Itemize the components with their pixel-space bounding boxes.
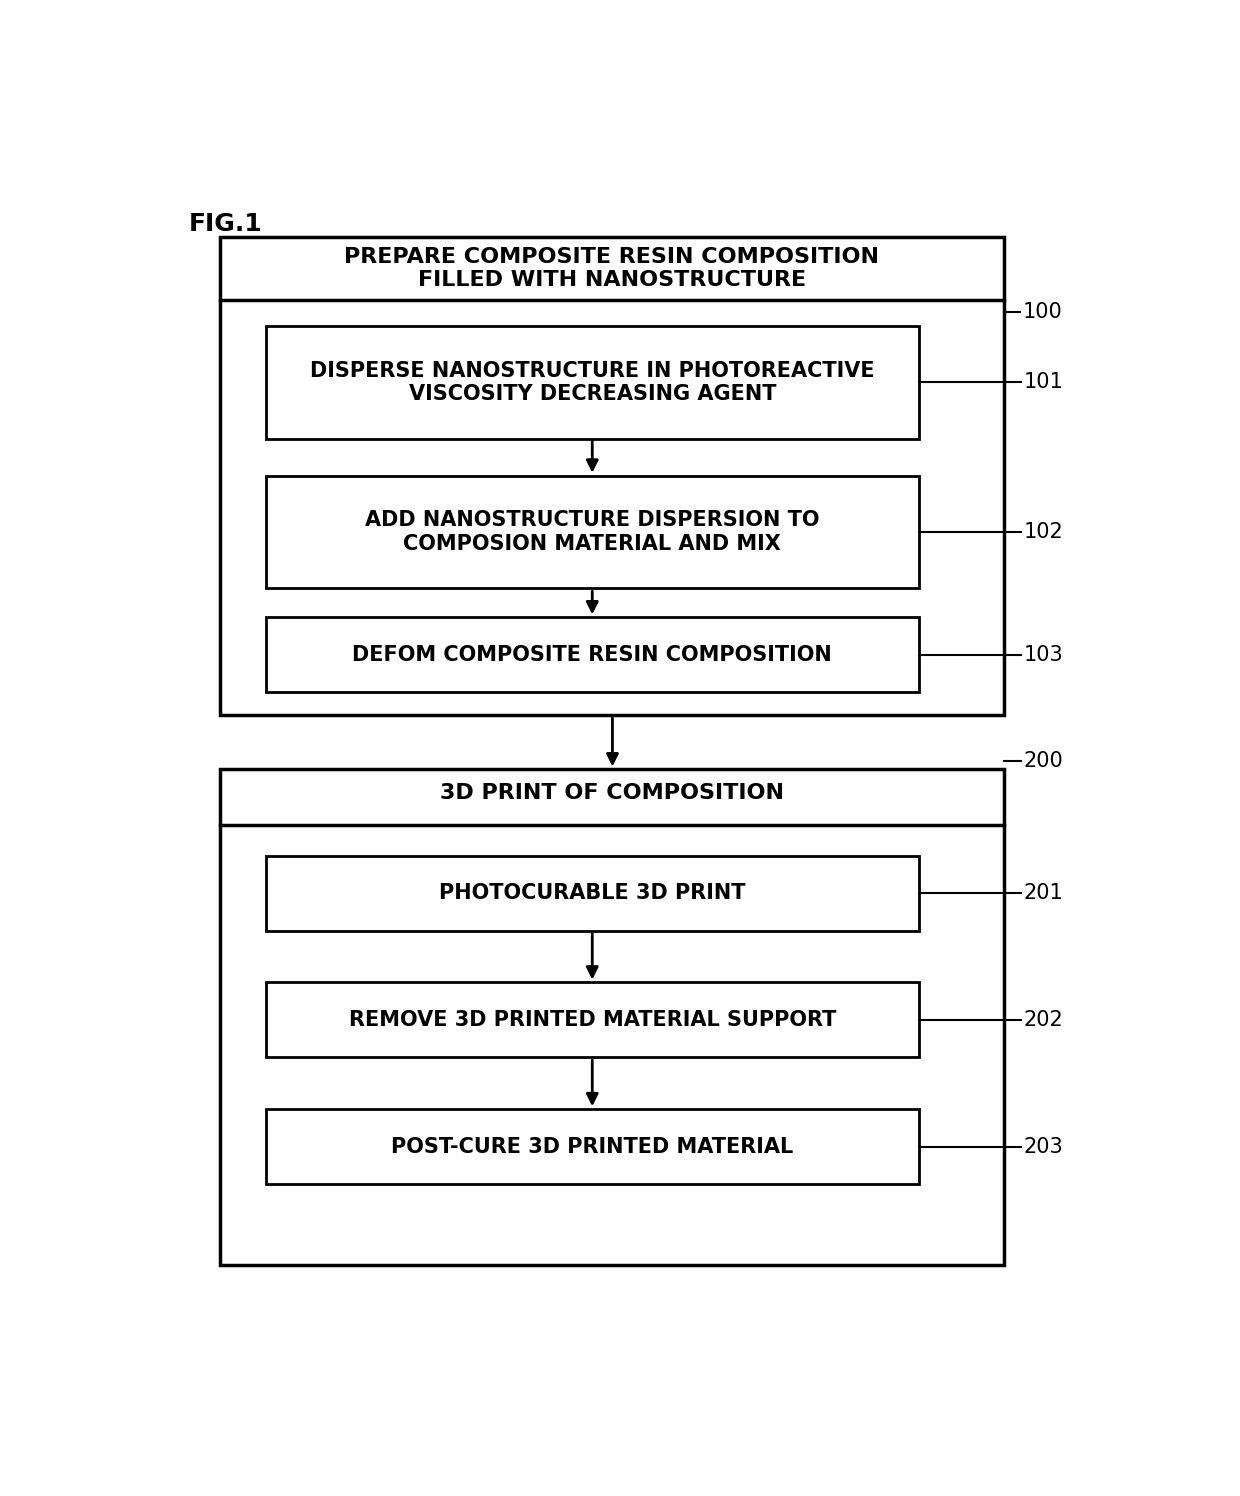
Text: POST-CURE 3D PRINTED MATERIAL: POST-CURE 3D PRINTED MATERIAL <box>391 1137 794 1156</box>
Text: 103: 103 <box>1024 645 1064 664</box>
Bar <box>265 476 919 588</box>
Text: 202: 202 <box>1024 1010 1064 1029</box>
Text: PHOTOCURABLE 3D PRINT: PHOTOCURABLE 3D PRINT <box>439 883 745 904</box>
Bar <box>265 983 919 1058</box>
Bar <box>221 238 1003 715</box>
Text: 200: 200 <box>1024 751 1064 772</box>
Text: 3D PRINT OF COMPOSITION: 3D PRINT OF COMPOSITION <box>440 784 784 803</box>
Bar <box>265 618 919 693</box>
Bar <box>221 769 1003 1264</box>
Text: 101: 101 <box>1024 373 1064 392</box>
Text: 100: 100 <box>1023 302 1063 322</box>
Text: PREPARE COMPOSITE RESIN COMPOSITION
FILLED WITH NANOSTRUCTURE: PREPARE COMPOSITE RESIN COMPOSITION FILL… <box>345 247 879 290</box>
Text: ADD NANOSTRUCTURE DISPERSION TO
COMPOSION MATERIAL AND MIX: ADD NANOSTRUCTURE DISPERSION TO COMPOSIO… <box>365 510 820 554</box>
Bar <box>265 856 919 931</box>
Text: DEFOM COMPOSITE RESIN COMPOSITION: DEFOM COMPOSITE RESIN COMPOSITION <box>352 645 832 664</box>
Text: 201: 201 <box>1024 883 1064 904</box>
Bar <box>265 1109 919 1183</box>
Bar <box>265 326 919 438</box>
Text: FIG.1: FIG.1 <box>188 212 263 236</box>
Text: 102: 102 <box>1024 522 1064 542</box>
Text: DISPERSE NANOSTRUCTURE IN PHOTOREACTIVE
VISCOSITY DECREASING AGENT: DISPERSE NANOSTRUCTURE IN PHOTOREACTIVE … <box>310 361 874 404</box>
Text: 203: 203 <box>1024 1137 1064 1156</box>
Text: REMOVE 3D PRINTED MATERIAL SUPPORT: REMOVE 3D PRINTED MATERIAL SUPPORT <box>348 1010 836 1029</box>
